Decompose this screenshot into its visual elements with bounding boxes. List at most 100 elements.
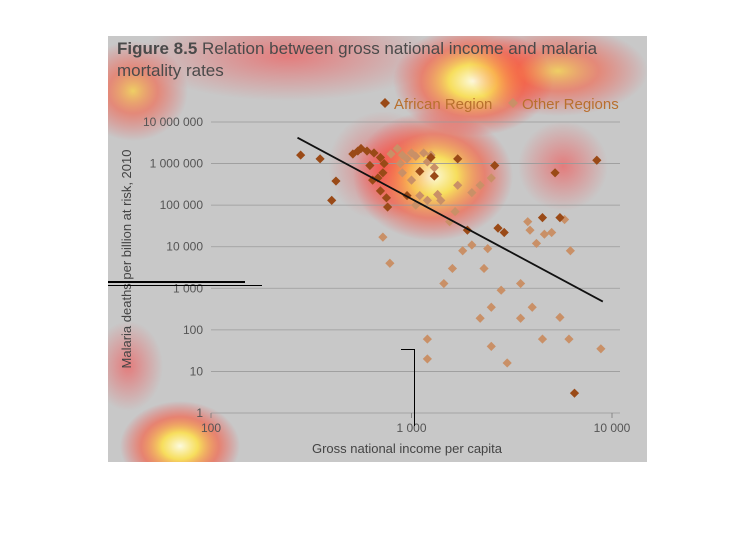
point-other-regions <box>419 148 429 158</box>
stray-bracket-top <box>401 349 415 350</box>
point-other-regions <box>458 246 468 256</box>
gridlines <box>211 121 620 414</box>
point-other-regions <box>411 200 421 210</box>
point-african-region <box>462 225 472 235</box>
point-african-region <box>415 166 425 176</box>
point-other-regions <box>467 188 477 198</box>
point-african-region <box>555 213 565 223</box>
figure-caption: Relation between gross national income a… <box>117 39 598 80</box>
point-african-region <box>327 195 337 206</box>
point-other-regions <box>559 214 570 225</box>
point-african-region <box>375 186 386 196</box>
legend-african-region-marker <box>380 98 390 108</box>
stray-bracket-vertical <box>414 349 415 426</box>
point-other-regions <box>392 143 402 154</box>
point-other-regions <box>422 334 432 344</box>
point-african-region <box>365 160 375 171</box>
point-other-regions <box>523 217 533 227</box>
point-other-regions <box>515 278 526 289</box>
point-other-regions <box>486 302 496 312</box>
point-other-regions <box>385 258 395 268</box>
point-other-regions <box>415 190 425 201</box>
point-other-regions <box>479 263 489 274</box>
data-points <box>296 143 606 398</box>
point-other-regions <box>411 151 421 161</box>
point-other-regions <box>539 229 549 239</box>
legend-other-regions-label: Other Regions <box>522 96 619 113</box>
axis-ticks: 1 10 100 1 000 10 000 100 000 1 000 000 10 000 … <box>143 115 631 435</box>
legend-african-region-label: African Region <box>394 96 492 113</box>
point-other-regions <box>486 341 496 352</box>
point-other-regions <box>515 313 526 323</box>
y-tick-label: 1 <box>196 406 203 420</box>
point-african-region <box>493 223 503 233</box>
point-african-region <box>356 143 366 154</box>
y-tick-label: 10 000 000 <box>143 115 203 129</box>
y-tick-label: 100 <box>183 323 203 337</box>
point-other-regions <box>445 217 455 227</box>
attention-heatmap <box>108 36 647 462</box>
point-other-regions <box>378 232 388 242</box>
y-tick-label: 1 000 000 <box>150 157 204 171</box>
point-other-regions <box>527 302 537 312</box>
stray-line-upper <box>108 281 245 283</box>
point-other-regions <box>475 180 485 190</box>
point-other-regions <box>547 227 557 238</box>
point-other-regions <box>565 246 575 256</box>
point-other-regions <box>422 354 432 364</box>
point-african-region <box>490 160 500 171</box>
figure-label: Figure 8.5 <box>117 39 198 58</box>
point-african-region <box>569 388 580 398</box>
y-tick-label: 1 000 <box>173 281 203 295</box>
y-tick-label: 10 000 <box>166 240 203 254</box>
point-african-region <box>379 158 389 169</box>
point-african-region <box>353 146 363 156</box>
legend: African Region Other Regions <box>380 96 619 113</box>
point-other-regions <box>386 149 396 159</box>
stray-line-lower <box>108 285 262 286</box>
figure-title: Figure 8.5 Relation between gross nation… <box>117 38 637 82</box>
point-other-regions <box>555 312 565 322</box>
point-african-region <box>369 148 379 158</box>
point-african-region <box>550 168 560 178</box>
point-other-regions <box>596 344 606 354</box>
point-african-region <box>378 168 388 178</box>
point-other-regions <box>483 244 493 254</box>
point-other-regions <box>429 163 439 173</box>
trendline-layer <box>297 136 604 303</box>
trendline <box>297 136 604 303</box>
point-other-regions <box>564 334 574 344</box>
point-other-regions <box>450 206 460 217</box>
point-african-region <box>296 150 306 160</box>
point-other-regions <box>486 173 496 183</box>
point-other-regions <box>531 238 542 249</box>
point-other-regions <box>433 189 443 200</box>
point-african-region <box>499 227 509 238</box>
point-other-regions <box>439 278 449 289</box>
x-tick-label: 10 000 <box>594 421 631 435</box>
point-african-region <box>592 155 602 165</box>
point-african-region <box>375 152 386 163</box>
point-other-regions <box>422 195 432 206</box>
point-african-region <box>429 171 439 181</box>
point-african-region <box>331 176 341 186</box>
point-african-region <box>383 202 393 212</box>
point-other-regions <box>402 154 412 164</box>
point-african-region <box>348 149 358 159</box>
point-other-regions <box>496 285 506 295</box>
point-african-region <box>537 213 548 223</box>
point-other-regions <box>395 158 405 169</box>
x-tick-label: 100 <box>201 421 221 435</box>
point-african-region <box>381 193 392 203</box>
point-other-regions <box>436 195 446 206</box>
point-other-regions <box>397 168 407 178</box>
point-other-regions <box>475 313 485 323</box>
point-african-region <box>453 154 463 164</box>
x-tick-label: 1 000 <box>396 421 426 435</box>
point-other-regions <box>406 175 417 185</box>
y-tick-label: 100 000 <box>160 198 204 212</box>
point-other-regions <box>453 180 463 190</box>
point-african-region <box>362 146 372 156</box>
point-other-regions <box>525 225 535 235</box>
